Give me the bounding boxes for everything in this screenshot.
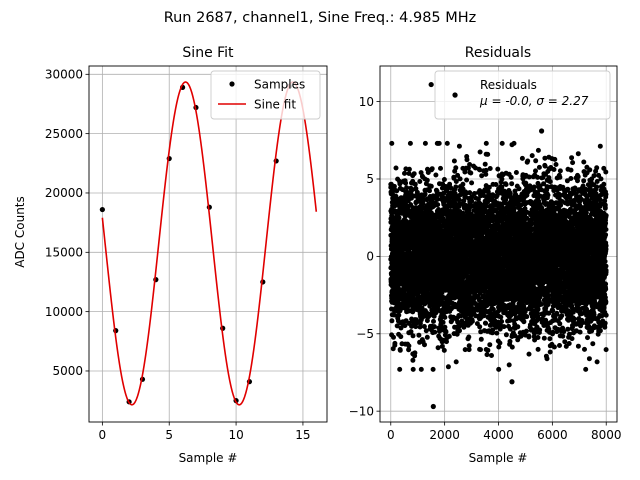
y-tick-label: 30000 — [45, 68, 83, 82]
sine-fit-legend-box — [210, 70, 321, 120]
residual-points — [388, 140, 609, 372]
sine-fit-grid — [89, 66, 327, 422]
x-tick-label: 6000 — [537, 428, 568, 442]
x-tick-label: 10 — [228, 428, 243, 442]
residual-outlier-point — [430, 403, 436, 410]
y-tick-label: 5 — [366, 172, 374, 186]
sine-fit-legend: Samples Sine fit — [210, 70, 321, 120]
sine-fit-ylabel: ADC Counts — [13, 196, 27, 268]
residual-outlier-point — [428, 81, 434, 88]
sine-fit-xlabel: Sample # — [179, 451, 238, 465]
legend-samples-marker — [229, 81, 235, 87]
legend-sine-fit-label: Sine fit — [254, 98, 296, 112]
legend-residuals-marker — [452, 92, 458, 98]
sine-fit-ticks: 0 5 10 15 5000 10000 15000 20000 25000 30000 — [45, 68, 311, 442]
x-tick-label: 0 — [99, 428, 107, 442]
x-tick-label: 8000 — [591, 428, 622, 442]
residuals-series — [388, 81, 609, 410]
x-tick-label: 0 — [387, 428, 395, 442]
y-tick-label: 20000 — [45, 186, 83, 200]
y-tick-label: 10 — [359, 95, 374, 109]
residual-outlier-point — [538, 128, 545, 134]
y-tick-label: −10 — [349, 404, 374, 418]
residuals-title: Residuals — [465, 45, 531, 61]
sine-fit-axes-frame — [88, 65, 328, 423]
y-tick-label: 0 — [366, 250, 374, 264]
residuals-legend-box — [434, 70, 611, 120]
figure-suptitle: Run 2687, channel1, Sine Freq.: 4.985 MH… — [164, 10, 477, 26]
y-tick-label: −5 — [356, 327, 374, 341]
residuals-panel: Residuals Sample # 0 2000 4000 6000 8000 −10 −… — [349, 45, 622, 465]
sine-fit-panel: Sine Fit Sample # ADC Counts 0 5 10 15 5000 1… — [13, 45, 328, 465]
sine-fit-curve — [101, 81, 318, 406]
legend-residuals-label: Residuals — [480, 78, 537, 92]
x-tick-label: 5 — [165, 428, 173, 442]
sine-fit-series — [99, 81, 318, 406]
legend-residuals-stats: μ = -0.0, σ = 2.27 — [479, 94, 589, 108]
residuals-ticks: 0 2000 4000 6000 8000 −10 −5 0 5 10 — [349, 95, 622, 442]
legend-samples-label: Samples — [254, 78, 305, 92]
x-tick-label: 15 — [295, 428, 310, 442]
y-tick-label: 5000 — [52, 364, 83, 378]
x-tick-label: 4000 — [483, 428, 514, 442]
residuals-xlabel: Sample # — [469, 451, 528, 465]
sample-point — [99, 206, 105, 213]
y-tick-label: 15000 — [45, 246, 83, 260]
sine-fit-title: Sine Fit — [182, 45, 234, 61]
residuals-legend: Residuals μ = -0.0, σ = 2.27 — [434, 70, 611, 120]
y-tick-label: 10000 — [45, 305, 83, 319]
residual-outlier-point — [509, 379, 515, 385]
x-tick-label: 2000 — [429, 428, 460, 442]
y-tick-label: 25000 — [45, 127, 83, 141]
